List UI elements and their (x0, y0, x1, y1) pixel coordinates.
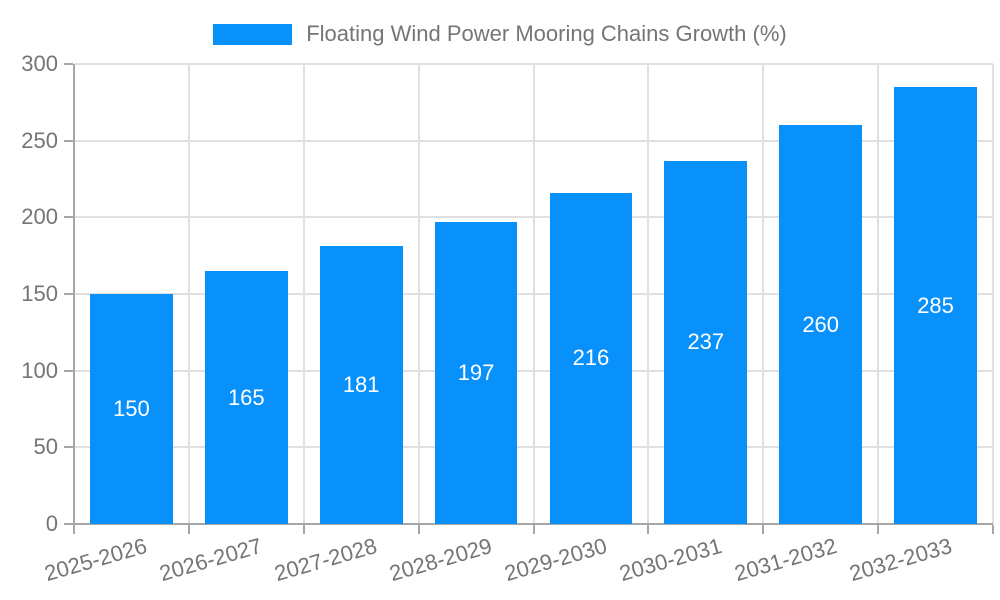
plot-area: 0 50 100 150 200 250 300 150 2025-2026 165 2026-20… (21, 51, 994, 586)
bar: 285 (894, 87, 977, 524)
bar: 181 (319, 246, 403, 524)
gridline-v (417, 64, 420, 524)
x-axis-tick (992, 525, 994, 534)
y-axis-tick (64, 63, 73, 65)
x-axis-tick (73, 525, 75, 534)
y-axis-tick (64, 523, 73, 525)
y-tick-label: 250 (21, 127, 58, 153)
legend: Floating Wind Power Mooring Chains Growt… (0, 21, 1000, 47)
legend-swatch (213, 23, 293, 45)
gridline-v (647, 64, 650, 524)
bar: 150 (90, 294, 173, 524)
y-tick-label: 300 (21, 51, 58, 76)
x-axis-tick (187, 525, 190, 534)
gridline-v (187, 64, 190, 524)
bar-value-label: 237 (687, 329, 725, 355)
y-tick-label: 50 (33, 434, 58, 460)
bar: 197 (434, 221, 518, 524)
x-axis-tick (302, 525, 305, 534)
bar-value-label: 260 (802, 311, 840, 337)
y-axis-tick (64, 216, 73, 219)
gridline-v (992, 64, 994, 524)
gridline-v (877, 64, 880, 524)
bar: 237 (664, 160, 748, 524)
x-axis-line (73, 523, 993, 525)
x-axis-tick (417, 525, 420, 534)
y-axis-line (73, 64, 75, 525)
y-tick-label: 100 (21, 357, 58, 383)
y-axis-tick (64, 369, 73, 372)
y-axis-tick (64, 139, 73, 142)
y-tick-label: 0 (45, 511, 58, 536)
y-tick-label: 200 (21, 204, 58, 230)
gridline-v (302, 64, 305, 524)
y-axis-tick (64, 446, 73, 449)
x-axis-tick (532, 525, 535, 534)
x-axis-tick (877, 525, 880, 534)
y-axis-tick (64, 293, 73, 295)
x-axis-tick (647, 525, 650, 534)
bar-value-label: 181 (342, 372, 380, 398)
x-axis-tick (762, 525, 765, 534)
y-tick-label: 150 (21, 281, 58, 306)
bar: 260 (779, 125, 863, 524)
bar-value-label: 165 (227, 384, 265, 410)
legend-label: Floating Wind Power Mooring Chains Growt… (306, 21, 787, 46)
bar-value-label: 150 (113, 396, 150, 421)
bar-value-label: 285 (917, 292, 954, 318)
bar-value-label: 197 (457, 359, 495, 385)
bar-value-label: 216 (572, 345, 610, 371)
bar: 165 (204, 271, 288, 524)
gridline-v (532, 64, 535, 524)
gridline-v (762, 64, 765, 524)
bar: 216 (549, 192, 633, 524)
